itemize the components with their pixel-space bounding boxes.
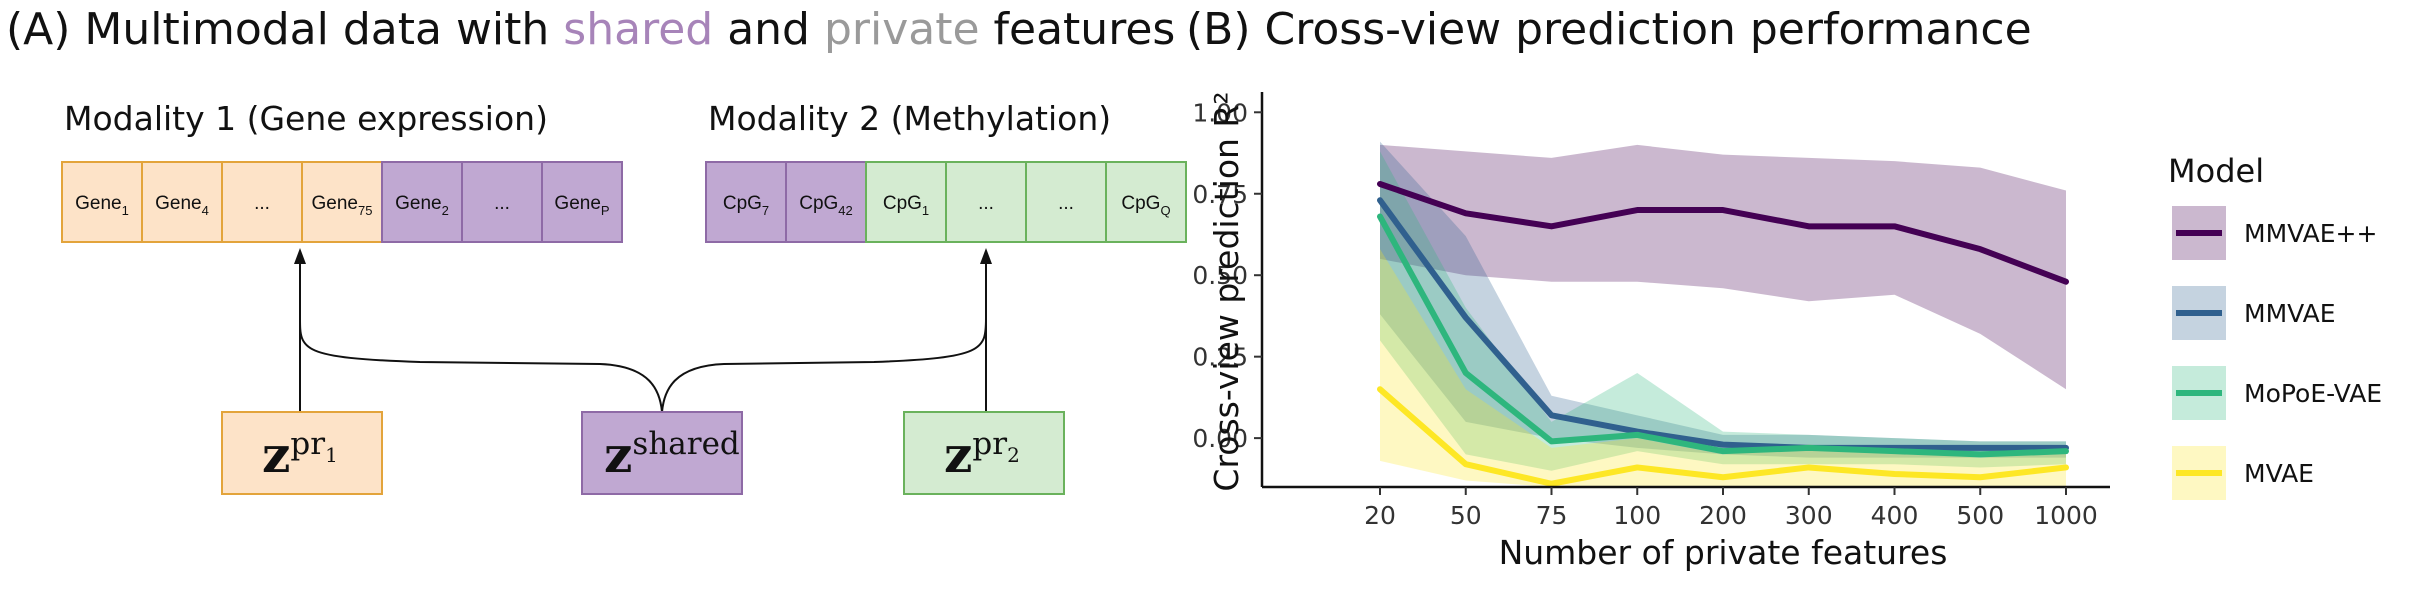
confidence-bands	[1380, 141, 2066, 487]
latent-z-private-2-label: zpr2	[944, 425, 1020, 484]
legend-label-mmvae: MMVAE	[2244, 299, 2336, 328]
title-mid: and	[713, 4, 824, 55]
modality1-cell-label-5: ...	[494, 193, 510, 214]
x-tick-label-5: 300	[1785, 501, 1833, 530]
modality2-cell-label-1: CpG42	[799, 193, 853, 218]
band-mmvae-	[1380, 144, 2066, 390]
legend-label-mmvae-: MMVAE++	[2244, 219, 2377, 248]
line-mopoe-vae	[1377, 213, 2069, 458]
modality2-cell-2	[865, 161, 947, 243]
y-tick-label-3: 0.75	[1192, 180, 1248, 209]
line-mmvae-	[1377, 180, 2069, 285]
y-tick-label-4: 1.00	[1192, 98, 1248, 127]
y-axis-title: Cross-view prediction R²	[1207, 91, 1246, 491]
panel-b-chart: 0.00 0.25 0.50 0.75 1.00 20 50 75 100 200 300 400 50…	[1192, 91, 2382, 572]
panel-a-diagram: Modality 1 (Gene expression) Modality 2 …	[61, 99, 1187, 495]
modality1-cell-4	[381, 161, 463, 243]
x-tick-label-4: 200	[1699, 501, 1747, 530]
modality1-cell-3	[301, 161, 383, 243]
modality2-cell-1	[785, 161, 867, 243]
modality1-feature-row: Gene1 Gene4... Gene75 Gene2... GeneP	[61, 161, 623, 243]
latent-z-shared-label: zshared	[604, 425, 740, 484]
x-tick-label-6: 400	[1871, 501, 1919, 530]
modality1-label: Modality 1 (Gene expression)	[64, 99, 548, 138]
latent-box-z-private-1	[221, 411, 383, 495]
y-tick-label-1: 0.25	[1192, 343, 1248, 372]
chart-axes: 0.00 0.25 0.50 0.75 1.00 20 50 75 100 200 300 400 50…	[1192, 91, 2110, 572]
panel-a-title: (A) Multimodal data with shared and priv…	[6, 4, 1175, 55]
x-tick-label-7: 500	[1956, 501, 2004, 530]
x-axis-title: Number of private features	[1499, 533, 1948, 572]
modality1-cell-5	[461, 161, 543, 243]
title-private-word: private	[823, 4, 980, 55]
modality2-cell-5	[1105, 161, 1187, 243]
x-tick-label-2: 75	[1536, 501, 1568, 530]
modality1-cell-label-1: Gene4	[155, 193, 209, 218]
title-suffix: features	[979, 4, 1176, 55]
x-tick-label-1: 50	[1450, 501, 1482, 530]
y-tick-label-0: 0.00	[1192, 424, 1248, 453]
series-lines	[1377, 180, 2069, 487]
legend-title: Model	[2168, 152, 2264, 190]
x-tick-label-8: 1000	[2034, 501, 2098, 530]
modality2-cell-label-2: CpG1	[883, 193, 929, 218]
chart-legend: Model MMVAE++ MMVAE MoPoE-VAE MVAE	[2168, 152, 2382, 500]
title-shared-word: shared	[563, 4, 714, 55]
panel-b-title: (B) Cross-view prediction performance	[1186, 4, 2032, 55]
arrowhead-m1	[294, 248, 306, 264]
legend-label-mvae: MVAE	[2244, 459, 2314, 488]
connector-shared-to-m2	[661, 317, 987, 413]
modality2-cell-label-0: CpG7	[723, 193, 769, 218]
modality2-label: Modality 2 (Methylation)	[708, 99, 1111, 138]
modality1-cell-label-4: Gene2	[395, 193, 449, 218]
line-mmvae	[1377, 197, 2069, 451]
x-tick-label-3: 100	[1613, 501, 1661, 530]
modality2-cell-label-3: ...	[978, 193, 994, 214]
modality1-cell-label-6: GeneP	[554, 193, 609, 218]
modality1-cell-label-0: Gene1	[75, 193, 129, 218]
arrowhead-m2	[980, 248, 992, 264]
modality2-cell-4	[1025, 161, 1107, 243]
modality1-cell-2	[221, 161, 303, 243]
connector-shared-to-m1	[299, 317, 663, 413]
modality1-cell-label-2: ...	[254, 193, 270, 214]
line-mvae	[1377, 386, 2069, 487]
modality2-feature-row: CpG7 CpG42 CpG1...... CpGQ	[705, 161, 1187, 243]
x-tick-label-0: 20	[1364, 501, 1396, 530]
y-tick-label-2: 0.50	[1192, 261, 1248, 290]
modality2-cell-label-4: ...	[1058, 193, 1074, 214]
legend-label-mopoe-vae: MoPoE-VAE	[2244, 379, 2382, 408]
modality1-cell-label-3: Gene75	[312, 193, 373, 218]
latent-box-z-shared	[581, 411, 743, 495]
modality1-cell-1	[141, 161, 223, 243]
latent-box-z-private-2	[903, 411, 1065, 495]
band-mvae	[1380, 249, 2066, 487]
title-prefix: (A) Multimodal data with	[6, 4, 564, 55]
modality1-cell-6	[541, 161, 623, 243]
modality2-cell-label-5: CpGQ	[1121, 193, 1170, 218]
latent-z-private-1-label: zpr1	[262, 425, 338, 484]
